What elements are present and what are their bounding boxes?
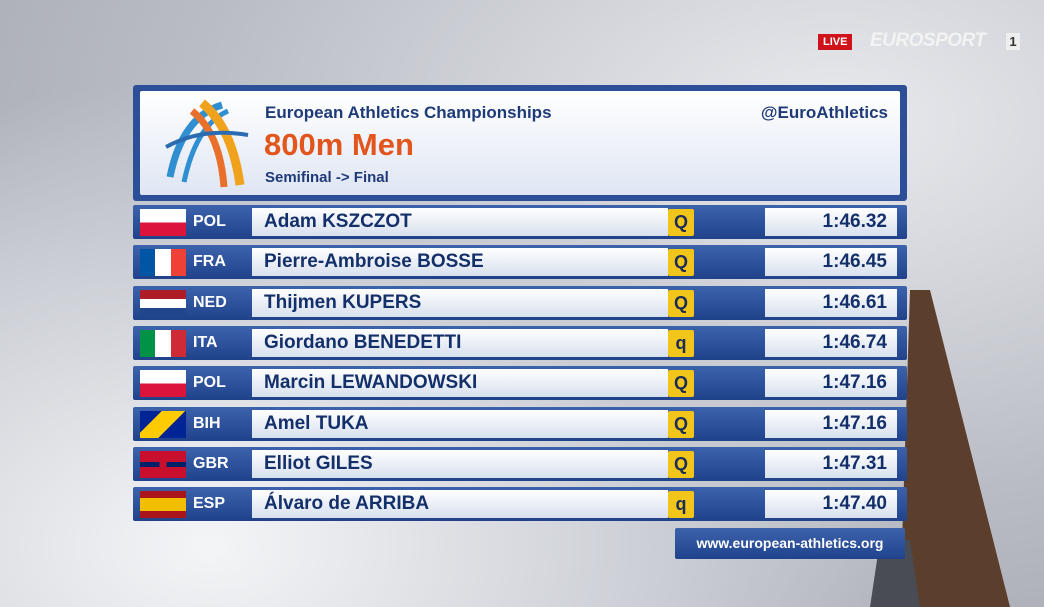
header-inner: European Athletics Championships 800m Me… bbox=[140, 91, 900, 195]
athlete-name: Amel TUKA bbox=[252, 409, 668, 438]
flag bbox=[140, 329, 186, 357]
country-code: FRA bbox=[193, 253, 226, 271]
athlete-name: Thijmen KUPERS bbox=[252, 288, 668, 317]
result-row: POL Adam KSZCZOT Q 1:46.32 bbox=[133, 205, 907, 239]
event-name: European Athletics Championships bbox=[265, 103, 552, 122]
qualifier: q bbox=[668, 329, 694, 357]
country-code: ESP bbox=[193, 495, 226, 513]
result-row: ESP Álvaro de ARRIBA q 1:47.40 bbox=[133, 487, 907, 522]
channel-number: 1 bbox=[1006, 33, 1020, 50]
result-row: FRA Pierre-Ambroise BOSSE Q 1:46.45 bbox=[133, 245, 907, 280]
qualifier: Q bbox=[668, 410, 694, 438]
live-badge: LIVE bbox=[818, 34, 853, 50]
country-code: BIH bbox=[193, 414, 221, 432]
result-row: GBR Elliot GILES Q 1:47.31 bbox=[133, 446, 907, 481]
time: 1:46.45 bbox=[765, 248, 897, 277]
result-row: BIH Amel TUKA Q 1:47.16 bbox=[133, 406, 907, 441]
flag bbox=[140, 249, 186, 277]
logo bbox=[165, 99, 249, 188]
result-row: POL Marcin LEWANDOWSKI Q 1:47.16 bbox=[133, 366, 907, 401]
website-url: www.european-athletics.org bbox=[675, 528, 905, 559]
flag bbox=[140, 410, 186, 438]
qualifier: Q bbox=[668, 289, 694, 317]
athlete-name: Elliot GILES bbox=[252, 449, 668, 478]
qualifier: Q bbox=[668, 249, 694, 277]
time: 1:47.16 bbox=[765, 369, 897, 398]
flag bbox=[140, 370, 186, 398]
header-panel: European Athletics Championships 800m Me… bbox=[133, 85, 907, 201]
race-title: 800m Men bbox=[264, 127, 414, 162]
athlete-name: Giordano BENEDETTI bbox=[252, 328, 668, 357]
flag bbox=[140, 450, 186, 478]
athlete-name: Pierre-Ambroise BOSSE bbox=[252, 248, 668, 277]
qualifier: Q bbox=[668, 370, 694, 398]
time: 1:46.32 bbox=[765, 208, 897, 236]
qualifier: Q bbox=[668, 209, 694, 236]
time: 1:47.16 bbox=[765, 409, 897, 438]
time: 1:46.61 bbox=[765, 288, 897, 317]
result-row: NED Thijmen KUPERS Q 1:46.61 bbox=[133, 285, 907, 320]
flag bbox=[140, 491, 186, 519]
country-code: POL bbox=[193, 213, 226, 230]
country-code: ITA bbox=[193, 333, 218, 351]
time: 1:46.74 bbox=[765, 328, 897, 357]
channel-logo: EUROSPORT bbox=[870, 30, 986, 51]
athlete-name: Marcin LEWANDOWSKI bbox=[252, 369, 668, 398]
time: 1:47.31 bbox=[765, 449, 897, 478]
round: Semifinal -> Final bbox=[265, 169, 389, 186]
social-handle: @EuroAthletics bbox=[760, 103, 888, 122]
country-code: GBR bbox=[193, 454, 229, 472]
athlete-name: Álvaro de ARRIBA bbox=[252, 490, 668, 519]
flag bbox=[140, 289, 186, 317]
country-code: POL bbox=[193, 374, 226, 392]
country-code: NED bbox=[193, 293, 227, 311]
result-row: ITA Giordano BENEDETTI q 1:46.74 bbox=[133, 325, 907, 360]
qualifier: q bbox=[668, 491, 694, 519]
time: 1:47.40 bbox=[765, 490, 897, 519]
flag bbox=[140, 209, 186, 236]
qualifier: Q bbox=[668, 450, 694, 478]
athlete-name: Adam KSZCZOT bbox=[252, 208, 668, 236]
